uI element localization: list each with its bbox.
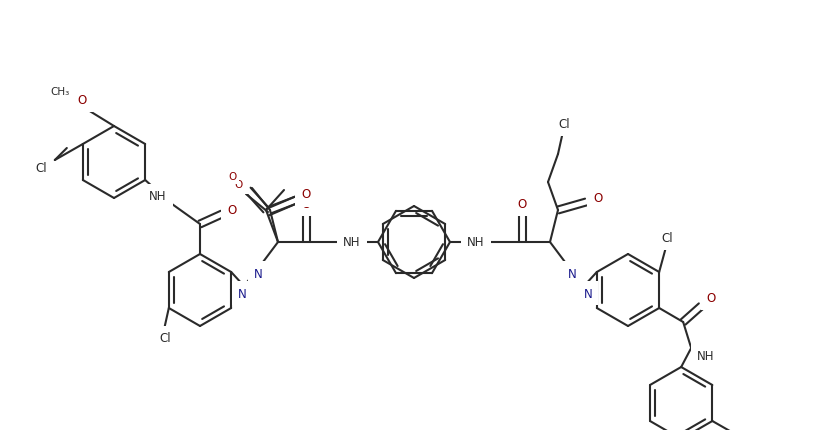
Text: O: O	[233, 176, 242, 189]
Text: NH: NH	[149, 190, 167, 203]
Text: O: O	[77, 94, 86, 107]
Text: Cl: Cl	[35, 162, 46, 175]
Text: N: N	[583, 287, 593, 300]
Text: N: N	[237, 287, 247, 300]
Text: NH: NH	[467, 236, 485, 249]
Text: O: O	[593, 192, 603, 205]
Text: O: O	[227, 204, 237, 217]
Text: NH: NH	[696, 350, 714, 362]
Text: O: O	[517, 198, 526, 211]
Text: N: N	[254, 267, 262, 280]
Text: O: O	[301, 188, 310, 201]
Text: O: O	[234, 180, 242, 190]
Text: O: O	[228, 172, 236, 181]
Text: Cl: Cl	[662, 232, 673, 245]
Text: N: N	[568, 267, 576, 280]
Text: Cl: Cl	[159, 332, 171, 345]
Text: O: O	[301, 198, 310, 211]
Text: O: O	[304, 189, 313, 202]
Text: CH₃: CH₃	[51, 87, 70, 97]
Text: NH: NH	[344, 236, 361, 249]
Text: O: O	[706, 292, 715, 305]
Text: O: O	[236, 174, 244, 184]
Text: Cl: Cl	[559, 118, 570, 131]
